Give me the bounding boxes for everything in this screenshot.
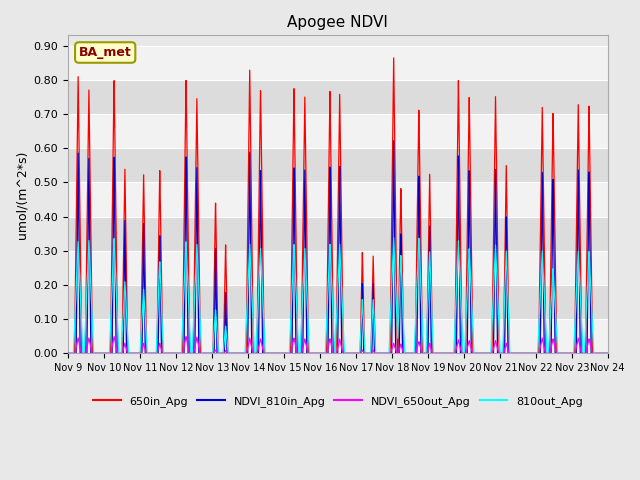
Y-axis label: umol/(m^2*s): umol/(m^2*s) [15, 150, 28, 239]
Legend: 650in_Apg, NDVI_810in_Apg, NDVI_650out_Apg, 810out_Apg: 650in_Apg, NDVI_810in_Apg, NDVI_650out_A… [88, 392, 588, 411]
Bar [68, 148, 608, 182]
Bar [68, 182, 608, 216]
Bar [68, 114, 608, 148]
Bar [68, 46, 608, 80]
Bar [68, 216, 608, 251]
Title: Apogee NDVI: Apogee NDVI [287, 15, 388, 30]
Bar [68, 80, 608, 114]
Bar [68, 319, 608, 353]
Bar [68, 251, 608, 285]
Text: BA_met: BA_met [79, 46, 132, 59]
Bar [68, 285, 608, 319]
